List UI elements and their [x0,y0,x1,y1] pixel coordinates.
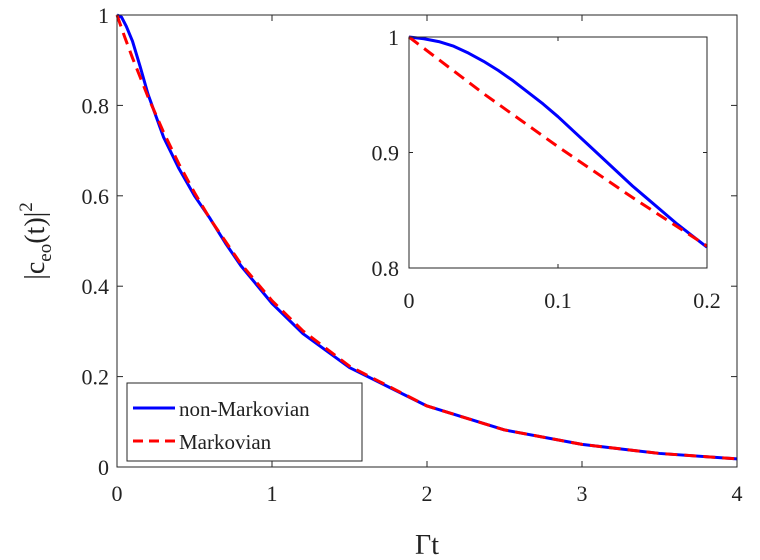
legend: non-Markovian Markovian [126,382,363,462]
legend-box [126,382,363,462]
inset-x-tick-label: 0.2 [693,288,721,313]
inset-x-tick-label: 0.1 [544,288,572,313]
main-x-tick-label: 4 [732,481,743,506]
main-y-tick-label: 1 [98,3,109,28]
y-axis-label-sub: eo [35,244,56,262]
main-y-tick-label: 0.2 [82,365,110,390]
main-y-tick-label: 0.6 [82,184,110,209]
main-x-tick-label: 1 [267,481,278,506]
legend-label-markovian: Markovian [179,430,272,454]
main-y-tick-label: 0.4 [82,274,110,299]
inset: 0 0.1 0.2 0.8 0.9 1 [372,25,721,313]
main-y-tick-label: 0.8 [82,93,110,118]
inset-background [409,37,707,268]
inset-series-markovian [408,35,708,248]
y-axis-label: |ceo(t)|2 [16,202,56,280]
inset-series-non-markovian [408,35,708,249]
main-plot-frame [116,14,738,468]
y-axis-label-sup: 2 [16,202,37,212]
legend-label-non-markovian: non-Markovian [179,397,310,421]
inset-y-tick-label: 1 [388,25,399,50]
main-x-tick-label: 2 [422,481,433,506]
inset-y-tick-label: 0.8 [372,256,400,281]
main-x-tick-label: 3 [577,481,588,506]
inset-plot-frame [408,36,708,269]
inset-x-tick-label: 0 [404,288,415,313]
y-axis-label-mid: (t)| [20,212,51,244]
y-axis-label-base: |c [20,262,51,280]
x-axis-label: Γt [415,530,439,560]
main-y-tick-label: 0 [98,455,109,480]
inset-y-tick-label: 0.9 [372,141,400,166]
main-x-tick-label: 0 [112,481,123,506]
